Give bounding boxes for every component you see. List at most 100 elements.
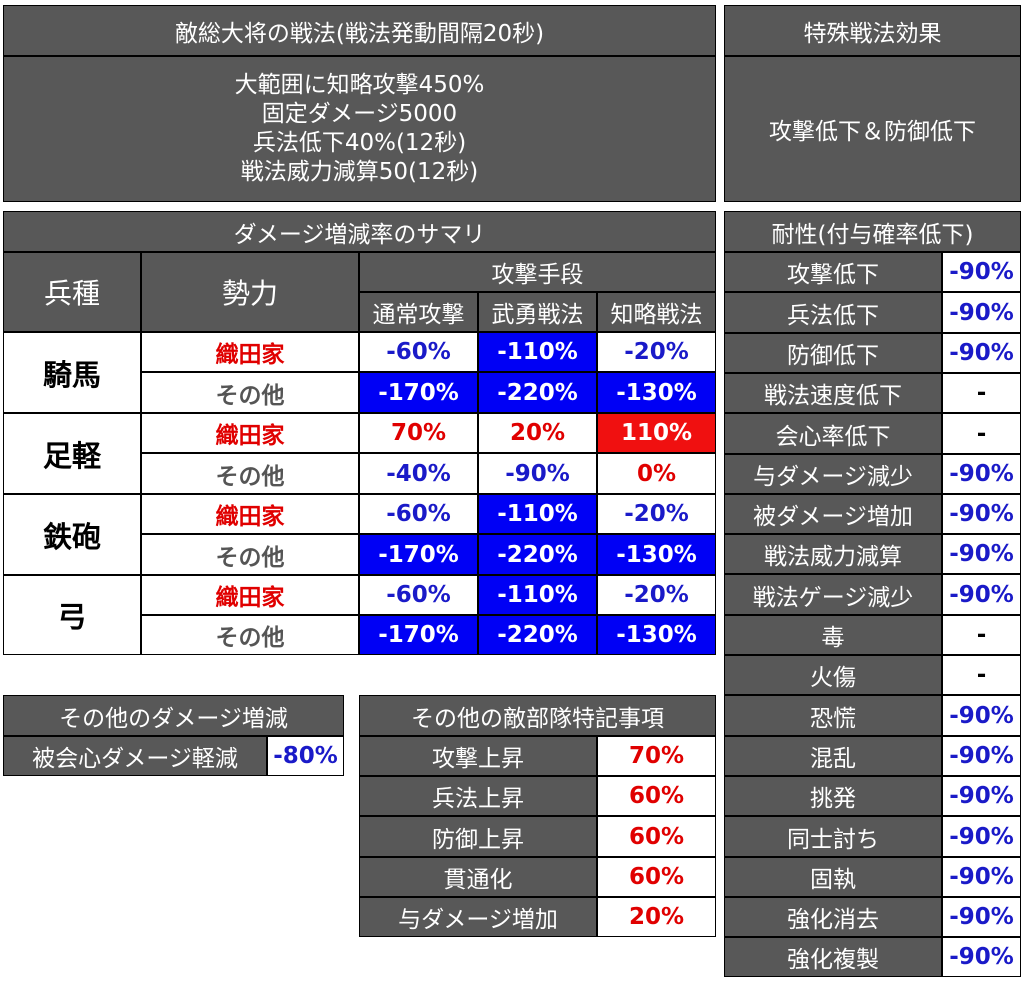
resist-label: 与ダメージ減少 xyxy=(724,454,942,494)
resist-label: 火傷 xyxy=(724,655,942,695)
resist-label: 恐慌 xyxy=(724,695,942,736)
archer-oda-valor: -110% xyxy=(478,575,597,615)
gunner-other-valor: -220% xyxy=(478,534,597,575)
note-value: 70% xyxy=(597,736,716,776)
resist-value: -90% xyxy=(942,937,1021,977)
commander-effects: 大範囲に知略攻撃450% 固定ダメージ5000 兵法低下40%(12秒) 戦法威… xyxy=(3,56,716,202)
note-label: 防御上昇 xyxy=(359,816,597,857)
col-header-valor-tactic: 武勇戦法 xyxy=(478,292,597,332)
note-label: 兵法上昇 xyxy=(359,776,597,816)
other-damage-label: 被会心ダメージ軽減 xyxy=(3,736,267,776)
col-header-intellect-tactic: 知略戦法 xyxy=(597,292,716,332)
unit-cavalry: 騎馬 xyxy=(3,332,141,413)
ashigaru-other-intellect: 0% xyxy=(597,453,716,494)
cavalry-other-valor: -220% xyxy=(478,372,597,413)
faction-other: その他 xyxy=(141,453,359,494)
cavalry-other-normal: -170% xyxy=(359,372,478,413)
gunner-oda-valor: -110% xyxy=(478,494,597,534)
resist-label: 会心率低下 xyxy=(724,413,942,454)
other-damage-value: -80% xyxy=(267,736,344,776)
resist-label: 固執 xyxy=(724,857,942,897)
faction-other: その他 xyxy=(141,372,359,413)
gunner-oda-intellect: -20% xyxy=(597,494,716,534)
resist-label: 攻撃低下 xyxy=(724,252,942,292)
gunner-oda-normal: -60% xyxy=(359,494,478,534)
special-effect: 攻撃低下＆防御低下 xyxy=(724,56,1021,202)
special-title: 特殊戦法効果 xyxy=(724,5,1021,56)
note-value: 60% xyxy=(597,816,716,857)
resist-value: -90% xyxy=(942,695,1021,736)
commander-line-4: 戦法威力減算50(12秒) xyxy=(240,159,479,185)
resist-value: -90% xyxy=(942,454,1021,494)
archer-oda-intellect: -20% xyxy=(597,575,716,615)
summary-title: ダメージ増減率のサマリ xyxy=(3,211,716,252)
note-value: 60% xyxy=(597,776,716,816)
resist-value: -90% xyxy=(942,292,1021,333)
resist-value: -90% xyxy=(942,897,1021,937)
faction-oda: 織田家 xyxy=(141,575,359,615)
ashigaru-oda-valor: 20% xyxy=(478,413,597,453)
resist-value: -90% xyxy=(942,494,1021,534)
faction-other: その他 xyxy=(141,534,359,575)
commander-line-2: 固定ダメージ5000 xyxy=(261,101,458,127)
note-label: 貫通化 xyxy=(359,857,597,897)
resist-value: -90% xyxy=(942,736,1021,776)
note-label: 攻撃上昇 xyxy=(359,736,597,776)
resist-value: -90% xyxy=(942,252,1021,292)
cavalry-oda-valor: -110% xyxy=(478,332,597,372)
faction-oda: 織田家 xyxy=(141,332,359,372)
ashigaru-other-normal: -40% xyxy=(359,453,478,494)
resist-value: - xyxy=(942,373,1021,413)
unit-archer: 弓 xyxy=(3,575,141,655)
resist-title: 耐性(付与確率低下) xyxy=(724,211,1021,252)
resist-value: -90% xyxy=(942,816,1021,857)
other-damage-title: その他のダメージ増減 xyxy=(3,695,344,736)
archer-oda-normal: -60% xyxy=(359,575,478,615)
resist-label: 防御低下 xyxy=(724,333,942,373)
commander-title: 敵総大将の戦法(戦法発動間隔20秒) xyxy=(3,5,716,56)
resist-label: 強化消去 xyxy=(724,897,942,937)
resist-label: 戦法ゲージ減少 xyxy=(724,574,942,615)
commander-line-3: 兵法低下40%(12秒) xyxy=(252,130,467,156)
col-header-faction: 勢力 xyxy=(141,252,359,332)
cavalry-other-intellect: -130% xyxy=(597,372,716,413)
resist-value: -90% xyxy=(942,776,1021,816)
resist-label: 混乱 xyxy=(724,736,942,776)
note-value: 60% xyxy=(597,857,716,897)
col-header-attack-means: 攻撃手段 xyxy=(359,252,716,292)
cavalry-oda-normal: -60% xyxy=(359,332,478,372)
resist-value: -90% xyxy=(942,857,1021,897)
resist-label: 兵法低下 xyxy=(724,292,942,333)
resist-value: -90% xyxy=(942,534,1021,574)
resist-value: - xyxy=(942,615,1021,655)
note-value: 20% xyxy=(597,897,716,937)
col-header-unit-type: 兵種 xyxy=(3,252,141,332)
notes-title: その他の敵部隊特記事項 xyxy=(359,695,716,736)
archer-other-intellect: -130% xyxy=(597,615,716,655)
faction-other: その他 xyxy=(141,615,359,655)
faction-oda: 織田家 xyxy=(141,494,359,534)
ashigaru-oda-normal: 70% xyxy=(359,413,478,453)
ashigaru-oda-intellect: 110% xyxy=(597,413,716,453)
resist-label: 挑発 xyxy=(724,776,942,816)
resist-label: 毒 xyxy=(724,615,942,655)
gunner-other-normal: -170% xyxy=(359,534,478,575)
ashigaru-other-valor: -90% xyxy=(478,453,597,494)
unit-gunner: 鉄砲 xyxy=(3,494,141,575)
unit-ashigaru: 足軽 xyxy=(3,413,141,494)
resist-value: - xyxy=(942,413,1021,454)
note-label: 与ダメージ増加 xyxy=(359,897,597,937)
faction-oda: 織田家 xyxy=(141,413,359,453)
cavalry-oda-intellect: -20% xyxy=(597,332,716,372)
resist-value: -90% xyxy=(942,574,1021,615)
resist-label: 戦法威力減算 xyxy=(724,534,942,574)
archer-other-normal: -170% xyxy=(359,615,478,655)
col-header-normal-attack: 通常攻撃 xyxy=(359,292,478,332)
resist-label: 強化複製 xyxy=(724,937,942,977)
resist-value: -90% xyxy=(942,333,1021,373)
resist-label: 同士討ち xyxy=(724,816,942,857)
archer-other-valor: -220% xyxy=(478,615,597,655)
resist-label: 被ダメージ増加 xyxy=(724,494,942,534)
resist-value: - xyxy=(942,655,1021,695)
gunner-other-intellect: -130% xyxy=(597,534,716,575)
